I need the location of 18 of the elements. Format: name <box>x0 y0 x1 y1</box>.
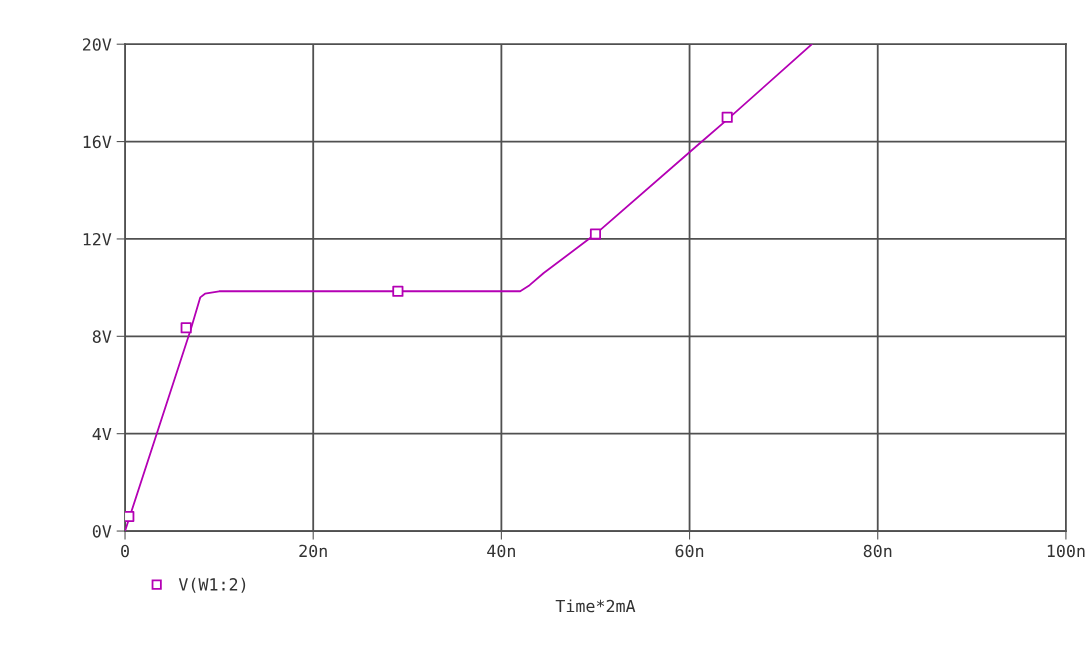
point <box>180 322 192 334</box>
x-tick-label: 20n <box>299 544 327 558</box>
y-tick-label: 4V <box>92 427 112 441</box>
x-axis-title: Time*2mA <box>555 599 636 613</box>
y-tick-label: 16V <box>83 135 112 149</box>
point <box>721 111 733 123</box>
y-tick-label: 0V <box>92 525 112 538</box>
x-tick-label: 60n <box>675 544 704 558</box>
x-tick-label: 100n <box>1047 544 1085 558</box>
y-tick-label: 8V <box>92 330 112 343</box>
legend-label: V(W1:2) <box>178 577 246 593</box>
point <box>392 285 404 297</box>
x-tick-label: 0 <box>121 544 129 558</box>
x-tick-label: 40n <box>487 544 515 558</box>
point <box>589 228 602 240</box>
y-tick-label: 20V <box>82 38 112 51</box>
y-tick-label: 12V <box>83 232 112 246</box>
x-tick-label: 80n <box>863 544 892 558</box>
